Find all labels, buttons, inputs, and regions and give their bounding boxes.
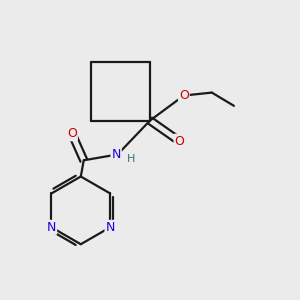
Text: O: O bbox=[179, 89, 189, 102]
Text: N: N bbox=[47, 221, 56, 234]
Text: N: N bbox=[112, 148, 121, 161]
Text: N: N bbox=[105, 221, 115, 234]
Text: O: O bbox=[175, 135, 184, 148]
Text: H: H bbox=[127, 154, 135, 164]
Text: O: O bbox=[67, 127, 77, 140]
